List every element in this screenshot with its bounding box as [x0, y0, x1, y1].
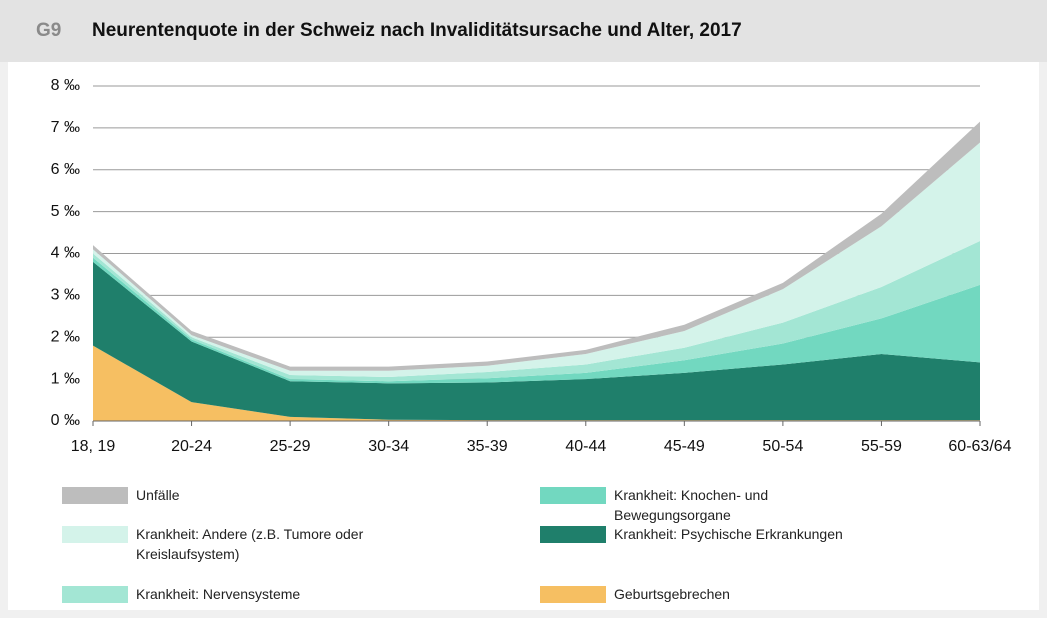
legend-swatch	[62, 586, 128, 603]
y-tick-label: 0 ‰	[51, 412, 80, 429]
x-tick-label: 18, 19	[71, 438, 116, 455]
legend-item: Geburtsgebrechen	[540, 586, 874, 604]
y-tick-label: 1 ‰	[51, 370, 80, 387]
y-tick-label: 2 ‰	[51, 328, 80, 345]
x-tick-label: 45-49	[664, 438, 705, 455]
legend-swatch	[540, 586, 606, 603]
y-tick-label: 3 ‰	[51, 287, 80, 304]
x-tick-label: 35-39	[467, 438, 508, 455]
area	[93, 257, 980, 384]
legend-item: Krankheit: Psychische Erkrankungen	[540, 526, 874, 544]
legend-label: Krankheit: Knochen- und Bewegungsorgane	[614, 487, 769, 523]
legend-swatch	[62, 526, 128, 543]
legend-label: Unfälle	[136, 487, 180, 503]
x-tick-label: 60-63/64	[948, 438, 1011, 455]
x-tick-label: 25-29	[270, 438, 311, 455]
chart-label: G9	[36, 20, 62, 41]
legend-swatch	[540, 487, 606, 504]
y-tick-label: 6 ‰	[51, 161, 80, 178]
legend-label: Krankheit: Nervensysteme	[136, 586, 301, 602]
y-tick-label: 5 ‰	[51, 203, 80, 220]
legend-label: Krankheit: Andere (z.B. Tumore oder Krei…	[136, 526, 364, 562]
header: G9 Neurentenquote in der Schweiz nach In…	[0, 0, 1047, 62]
y-tick-label: 8 ‰	[51, 77, 80, 94]
y-tick-label: 4 ‰	[51, 245, 80, 262]
x-tick-label: 20-24	[171, 438, 212, 455]
chart-title: Neurentenquote in der Schweiz nach Inval…	[92, 20, 742, 41]
legend-swatch	[62, 487, 128, 504]
legend-item: Krankheit: Andere (z.B. Tumore oder Krei…	[62, 526, 396, 564]
y-tick-label: 7 ‰	[51, 119, 80, 136]
legend-item: Unfälle	[62, 487, 396, 505]
legend-item: Krankheit: Nervensysteme	[62, 586, 396, 604]
legend-label: Geburtsgebrechen	[614, 586, 730, 602]
x-tick-label: 55-59	[861, 438, 902, 455]
x-tick-label: 30-34	[368, 438, 409, 455]
area	[93, 261, 980, 421]
area	[93, 345, 980, 421]
legend-item: Krankheit: Knochen- und Bewegungsorgane	[540, 487, 874, 525]
x-tick-label: 40-44	[565, 438, 606, 455]
x-tick-label: 50-54	[762, 438, 803, 455]
chart-body: 0 ‰ 1 ‰ 2 ‰ 3 ‰ 4 ‰ 5 ‰ 6 ‰ 7 ‰ 8 ‰ 18, 19 20-24 25…	[8, 62, 1039, 610]
chart: 0 ‰ 1 ‰ 2 ‰ 3 ‰ 4 ‰ 5 ‰ 6 ‰ 7 ‰ 8 ‰ 18, 19 20-24 25…	[51, 77, 1012, 455]
legend-label: Krankheit: Psychische Erkrankungen	[614, 526, 843, 542]
area	[93, 240, 980, 382]
area	[93, 142, 980, 378]
legend-swatch	[540, 526, 606, 543]
